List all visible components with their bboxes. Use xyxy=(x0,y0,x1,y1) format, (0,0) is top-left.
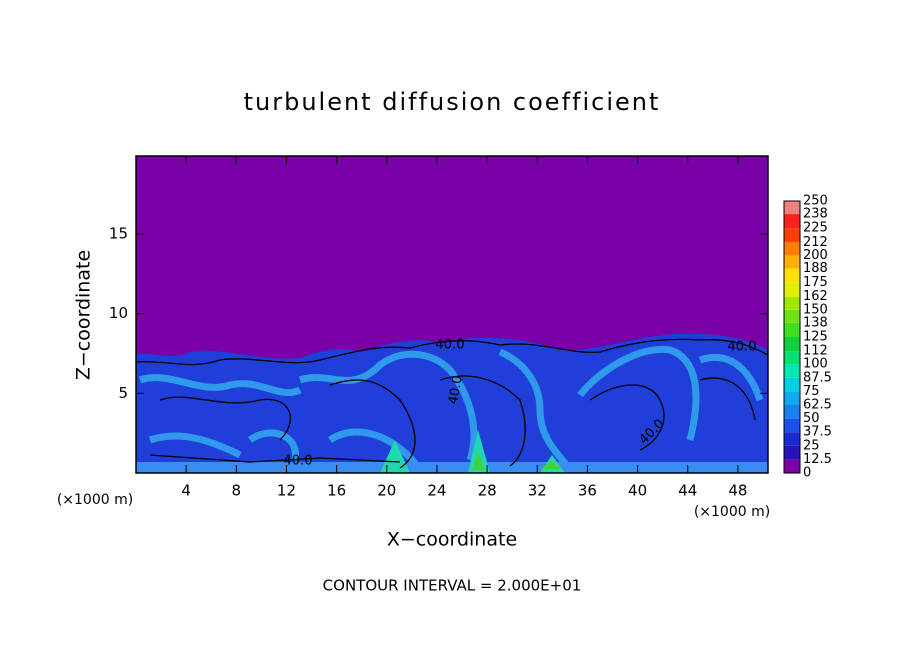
contour-label: 40.0 xyxy=(446,374,466,405)
contour-label: 40.0 xyxy=(284,454,313,469)
x-tick-label: 24 xyxy=(427,482,446,500)
footnote: CONTOUR INTERVAL = 2.000E+01 xyxy=(323,577,582,595)
colorbar-label: 138 xyxy=(803,315,828,330)
x-tick-label: 4 xyxy=(181,482,191,500)
contour-label: 40.0 xyxy=(436,338,465,353)
colorbar-label: 87.5 xyxy=(803,370,832,385)
colorbar-band xyxy=(784,459,800,473)
y-tick-label: 10 xyxy=(109,304,128,322)
colorbar-label: 62.5 xyxy=(803,398,832,413)
colorbar-label: 75 xyxy=(803,384,820,399)
colorbar-frame xyxy=(783,200,801,474)
colorbar-label: 12.5 xyxy=(803,452,832,467)
colorbar-band xyxy=(784,351,800,365)
colorbar-band xyxy=(784,377,800,392)
colorbar-label: 37.5 xyxy=(803,425,832,440)
y-axis-label: Z−coordinate xyxy=(73,250,95,380)
contour-line xyxy=(135,338,769,469)
colorbar-band xyxy=(784,201,800,215)
colorbar-band xyxy=(784,322,800,337)
x-tick-label: 8 xyxy=(232,482,242,500)
y-tick-label: 15 xyxy=(109,225,128,243)
colorbar-band xyxy=(784,405,800,419)
colorbar-band xyxy=(784,214,800,229)
field-peak xyxy=(472,452,562,470)
colorbar-label: 162 xyxy=(803,289,828,304)
colorbar-band xyxy=(784,255,800,269)
colorbar-label: 150 xyxy=(803,302,828,317)
chart-title: turbulent diffusion coefficient xyxy=(244,88,661,116)
y-tick-label: 5 xyxy=(118,384,128,402)
x-tick-label: 16 xyxy=(327,482,346,500)
colorbar-label: 250 xyxy=(803,194,828,209)
x-tick-label: 40 xyxy=(628,482,647,500)
x-unit: (×1000 m) xyxy=(57,492,133,508)
field-swirl xyxy=(138,345,764,473)
colorbar-band xyxy=(784,391,800,405)
x-axis-label: X−coordinate xyxy=(387,529,517,551)
colorbar-label: 200 xyxy=(803,248,828,263)
colorbar-label: 238 xyxy=(803,207,828,222)
colorbar-band xyxy=(784,445,800,460)
x-unit: (×1000 m) xyxy=(694,504,770,520)
colorbar-label: 212 xyxy=(803,235,828,250)
x-tick-label: 36 xyxy=(578,482,597,500)
colorbar-band xyxy=(784,268,800,283)
plot-frame xyxy=(135,155,769,474)
colorbar-band xyxy=(784,228,800,243)
colorbar-label: 50 xyxy=(803,411,820,426)
colorbar-label: 188 xyxy=(803,261,828,276)
field-surface xyxy=(136,462,768,473)
x-tick-label: 28 xyxy=(478,482,497,500)
field: 40.0 40.0 40.0 40.0 40.0 xyxy=(135,156,769,473)
x-tick-label: 44 xyxy=(678,482,697,500)
colorbar-band xyxy=(784,296,800,310)
colorbar-label: 100 xyxy=(803,357,828,372)
colorbar-band xyxy=(784,432,800,446)
x-tick-label: 48 xyxy=(728,482,747,500)
x-tick-label: 20 xyxy=(377,482,396,500)
colorbar-band xyxy=(784,364,800,378)
colorbar-band xyxy=(784,282,800,297)
colorbar-label: 225 xyxy=(803,221,828,236)
contour-label: 40.0 xyxy=(728,340,757,355)
colorbar-label: 125 xyxy=(803,330,828,345)
x-tick-label: 32 xyxy=(528,482,547,500)
colorbar-band xyxy=(784,309,800,323)
colorbar-band xyxy=(784,418,800,433)
colorbar-label: 112 xyxy=(803,344,828,359)
colorbar-label: 175 xyxy=(803,275,828,290)
colorbar-band xyxy=(784,337,800,352)
colorbar-band xyxy=(784,242,800,256)
colorbar-label: 0 xyxy=(803,466,811,481)
x-tick-label: 12 xyxy=(277,482,296,500)
colorbar-label: 25 xyxy=(803,438,820,453)
